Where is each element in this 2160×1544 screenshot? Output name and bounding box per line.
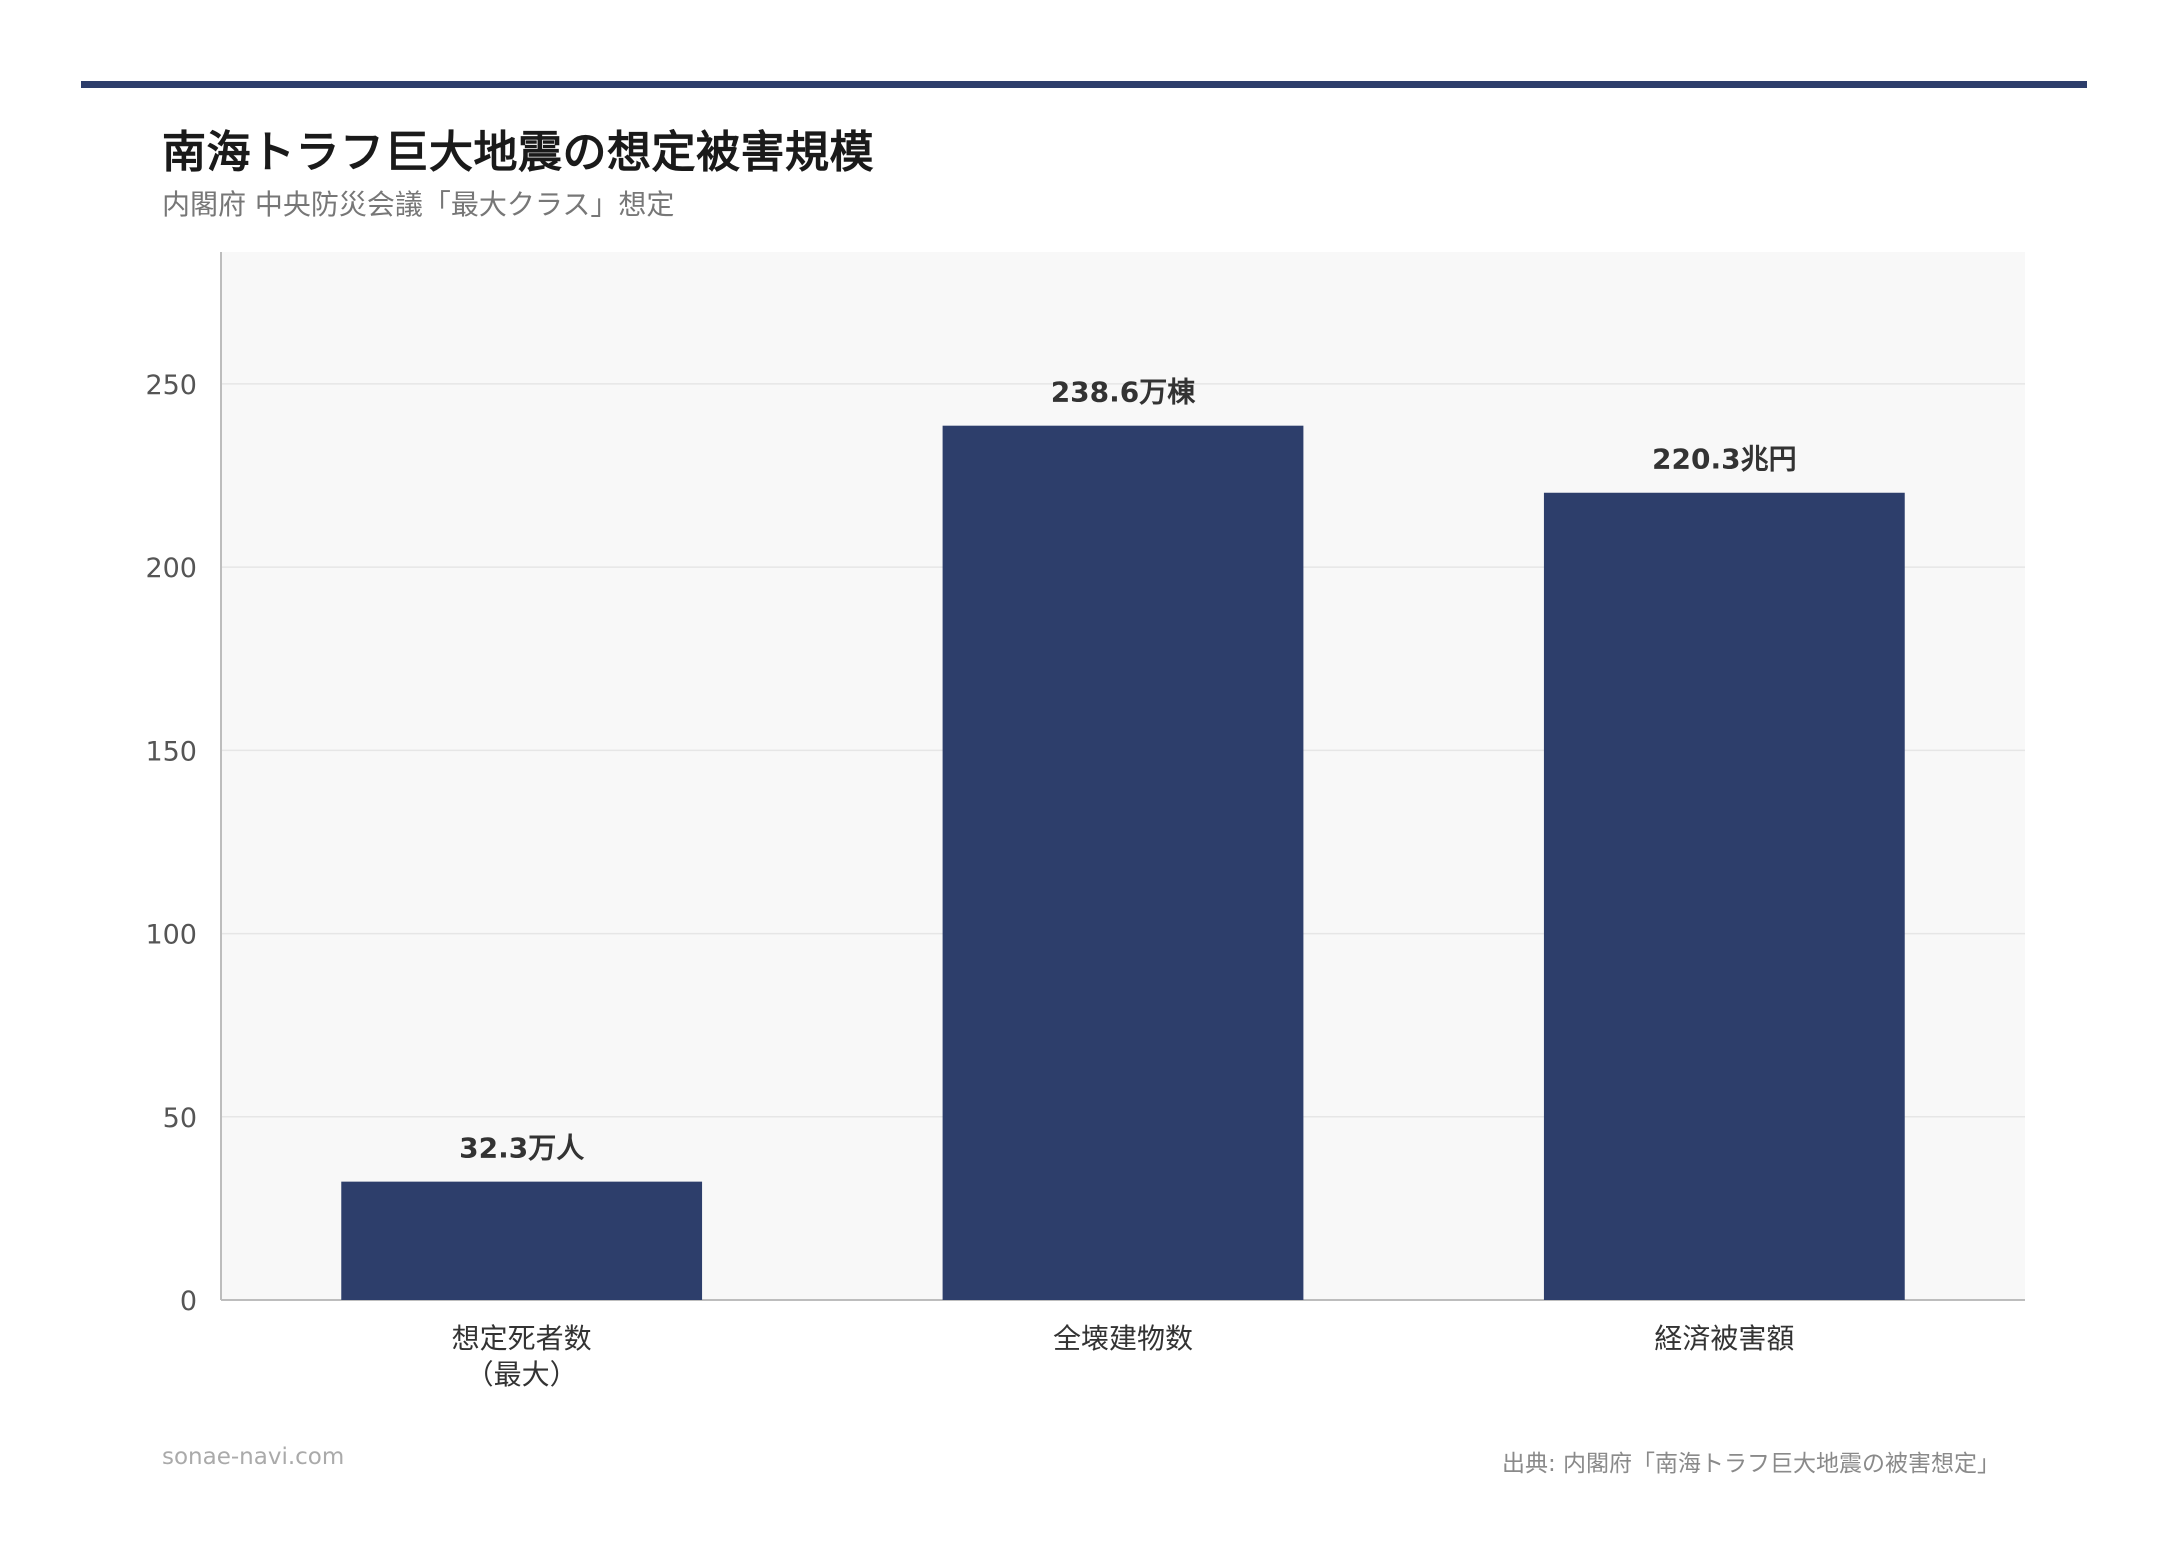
chart-subtitle: 内閣府 中央防災会議「最大クラス」想定	[162, 188, 675, 221]
y-tick-label: 50	[163, 1103, 197, 1134]
data-label: 220.3兆円	[1652, 443, 1797, 476]
y-tick-label: 100	[145, 920, 197, 951]
y-tick-label: 250	[145, 370, 197, 401]
bar	[942, 425, 1304, 1300]
source-credit: 出典: 内閣府「南海トラフ巨大地震の被害想定」	[1501, 1451, 2000, 1477]
data-label: 238.6万棟	[1051, 376, 1197, 409]
top-accent-rule	[81, 81, 2087, 88]
y-tick-label: 200	[145, 553, 197, 584]
x-tick-label: 経済被害額	[1654, 1322, 1794, 1355]
bar	[1543, 492, 1905, 1301]
x-tick-label: 全壊建物数	[1053, 1322, 1193, 1355]
chart-title: 南海トラフ巨大地震の想定被害規模	[162, 127, 874, 178]
y-tick-label: 150	[145, 736, 197, 767]
y-tick-label: 0	[180, 1286, 197, 1317]
bar	[341, 1181, 703, 1300]
x-tick-label: （最大）	[466, 1358, 578, 1391]
data-label: 32.3万人	[459, 1132, 584, 1165]
x-tick-label: 想定死者数	[452, 1322, 592, 1355]
site-credit: sonae-navi.com	[162, 1444, 345, 1470]
